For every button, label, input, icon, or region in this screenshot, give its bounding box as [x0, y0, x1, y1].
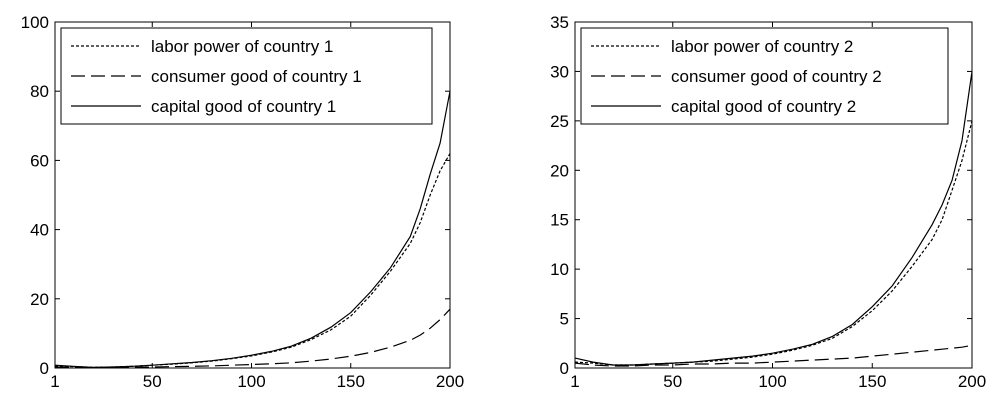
series-line — [54, 308, 451, 369]
y-tick-label: 0 — [560, 359, 569, 378]
y-tick-label: 10 — [550, 260, 569, 279]
x-tick-label: 150 — [337, 372, 365, 391]
x-tick-label: 200 — [958, 372, 986, 391]
legend-label: labor power of country 1 — [151, 37, 333, 56]
legend-label: labor power of country 2 — [671, 37, 853, 56]
x-tick-label: 50 — [663, 372, 682, 391]
x-tick-label: 200 — [436, 372, 464, 391]
x-tick-label: 1 — [570, 372, 579, 391]
y-tick-label: 15 — [550, 211, 569, 230]
x-tick-label: 50 — [143, 372, 162, 391]
y-tick-label: 60 — [30, 151, 49, 170]
legend-label: capital good of country 1 — [151, 97, 336, 116]
series-line — [574, 344, 973, 367]
y-tick-label: 5 — [560, 310, 569, 329]
y-tick-label: 25 — [550, 112, 569, 131]
legend-label: consumer good of country 1 — [151, 67, 362, 86]
series-line — [574, 71, 973, 366]
x-tick-label: 150 — [858, 372, 886, 391]
y-tick-label: 0 — [40, 359, 49, 378]
y-tick-label: 30 — [550, 62, 569, 81]
y-tick-label: 20 — [30, 290, 49, 309]
x-tick-label: 100 — [237, 372, 265, 391]
x-tick-label: 100 — [758, 372, 786, 391]
y-tick-label: 40 — [30, 221, 49, 240]
x-tick-label: 1 — [50, 372, 59, 391]
y-tick-label: 35 — [550, 13, 569, 32]
y-tick-label: 20 — [550, 161, 569, 180]
series-line — [54, 91, 451, 368]
legend-label: capital good of country 2 — [671, 97, 856, 116]
y-tick-label: 80 — [30, 82, 49, 101]
legend-label: consumer good of country 2 — [671, 67, 882, 86]
y-tick-label: 100 — [21, 13, 49, 32]
